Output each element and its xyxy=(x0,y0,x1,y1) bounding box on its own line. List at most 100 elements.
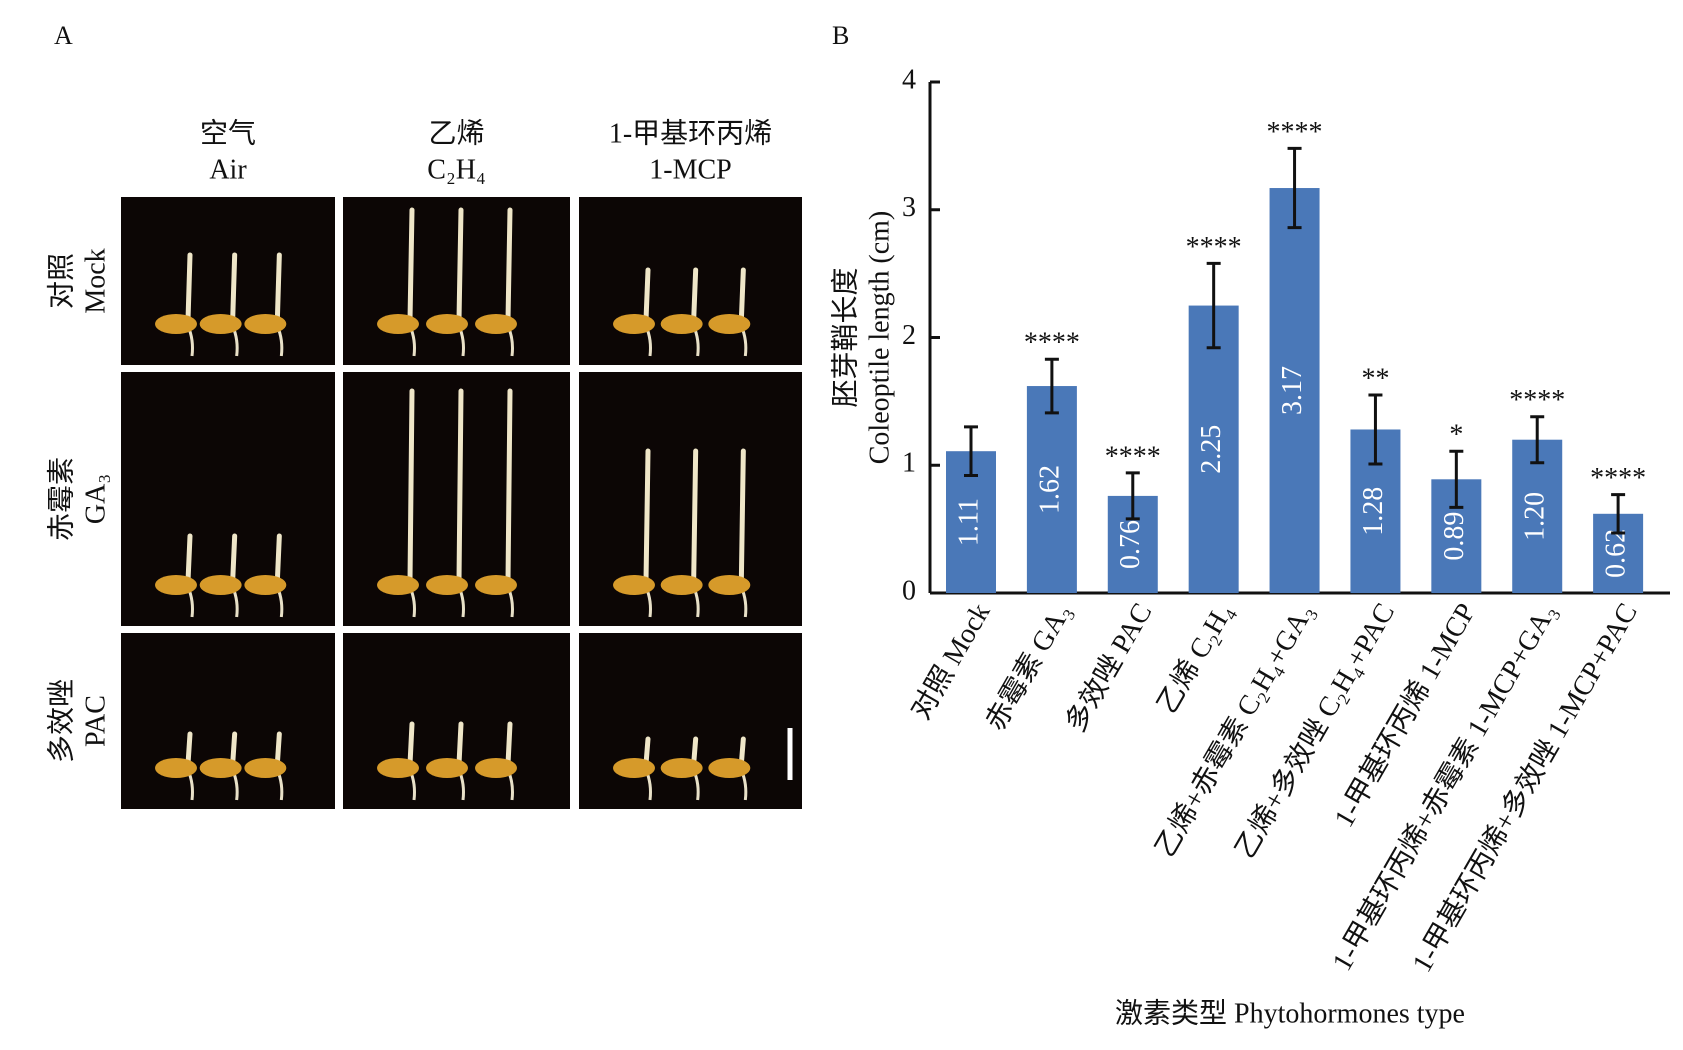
shoot xyxy=(738,448,746,584)
seed xyxy=(199,758,242,778)
seed xyxy=(660,314,703,334)
seed xyxy=(426,575,468,595)
shoot xyxy=(274,533,282,584)
error-bar xyxy=(1368,393,1383,466)
value-label: 0.62 xyxy=(1601,529,1632,578)
shoot xyxy=(274,731,282,767)
significance: **** xyxy=(1509,385,1565,416)
photo xyxy=(343,197,570,365)
bar xyxy=(1512,439,1563,593)
seed xyxy=(199,575,242,595)
significance: **** xyxy=(1267,117,1323,148)
shoot xyxy=(274,252,282,323)
column-header: 1-MCP xyxy=(649,154,731,185)
significance: **** xyxy=(1024,328,1080,359)
y-axis-title: 胚芽鞘长度 xyxy=(829,267,861,407)
x-tick-label: 乙烯+多效唑 C₂H₄+PAC xyxy=(1229,598,1401,864)
significance: **** xyxy=(1590,463,1646,494)
shoot xyxy=(185,533,193,584)
photo xyxy=(579,197,802,365)
seed xyxy=(155,758,197,778)
x-tick-label: 对照 Mock xyxy=(905,598,997,725)
seed xyxy=(199,314,242,334)
x-tick-label: 1-甲基环丙烯 1-MCP xyxy=(1328,598,1482,833)
significance: **** xyxy=(1105,441,1161,472)
value-label: 3.17 xyxy=(1277,366,1308,415)
x-axis-title: 激素类型 Phytohormones type xyxy=(1115,997,1465,1029)
seed xyxy=(475,758,517,778)
value-label: 1.11 xyxy=(953,498,984,546)
photo xyxy=(579,633,802,809)
shoot xyxy=(230,731,238,767)
shoot xyxy=(738,267,746,323)
bar-chart: 0 1 2 3 4 胚芽鞘长度 Coleoptile length (cm) 激素类型 Phy… xyxy=(829,64,1670,1029)
significance: **** xyxy=(1186,232,1242,263)
seed xyxy=(708,314,751,334)
shoot xyxy=(691,736,699,767)
photo xyxy=(343,633,570,809)
shoot xyxy=(643,736,651,767)
panel-label: A xyxy=(54,21,73,50)
value-label: 1.20 xyxy=(1520,492,1551,541)
shoot xyxy=(407,721,415,767)
value-label: 0.76 xyxy=(1115,520,1146,569)
error-bar xyxy=(1530,415,1545,465)
error-bar xyxy=(964,425,978,477)
shoot xyxy=(456,207,464,323)
shoot xyxy=(643,267,651,323)
shoot xyxy=(738,736,746,767)
seed xyxy=(155,575,197,595)
y-tick-label: 0 xyxy=(902,575,916,606)
seed xyxy=(708,758,751,778)
value-label: 1.62 xyxy=(1034,465,1065,514)
bar xyxy=(1269,188,1320,593)
row-header: Mock xyxy=(80,248,111,313)
shoot xyxy=(691,267,699,323)
y-tick-label: 4 xyxy=(902,64,916,95)
shoot xyxy=(456,388,464,584)
value-label: 1.28 xyxy=(1358,487,1389,536)
y-tick-label: 2 xyxy=(902,320,916,351)
column-header: C₂H₄ xyxy=(427,154,485,185)
photo xyxy=(121,633,335,809)
y-tick-label: 1 xyxy=(902,448,916,479)
significance: ** xyxy=(1361,363,1389,394)
row-header: 多效唑 xyxy=(45,679,77,763)
seed xyxy=(244,758,287,778)
seed xyxy=(155,314,197,334)
shoot xyxy=(456,721,464,767)
seed xyxy=(426,758,468,778)
y-tick-label: 3 xyxy=(902,192,916,223)
seed xyxy=(475,575,517,595)
error-bar xyxy=(1206,261,1221,350)
shoot xyxy=(230,252,238,323)
bar xyxy=(1188,305,1239,593)
seed xyxy=(660,758,703,778)
bar xyxy=(1026,386,1077,593)
panel-label: B xyxy=(832,21,849,50)
shoot xyxy=(407,388,415,584)
row-header: PAC xyxy=(80,695,111,747)
shoot xyxy=(185,731,193,767)
photo-grid: 空气 Air 乙烯 C₂H₄ 1-甲基环丙烯 1-MCP 对照 Mock 赤霉素 GA₃ 多效唑 PA… xyxy=(45,117,802,809)
error-bar xyxy=(1125,471,1140,521)
seed xyxy=(377,314,419,334)
x-tick-label: 赤霉素 GA₃ xyxy=(979,598,1077,736)
error-bar xyxy=(1611,493,1626,535)
column-header: 乙烯 xyxy=(428,117,484,149)
seed xyxy=(613,314,655,334)
value-label: 0.89 xyxy=(1439,512,1470,561)
photo xyxy=(121,197,335,365)
value-label: 2.25 xyxy=(1196,425,1227,474)
error-bar xyxy=(1449,449,1464,509)
shoot xyxy=(691,448,699,584)
row-header: GA₃ xyxy=(80,474,111,524)
shoot xyxy=(505,388,513,584)
y-axis-title: Coleoptile length (cm) xyxy=(864,211,895,465)
error-bar xyxy=(1044,357,1059,415)
shoot xyxy=(643,448,651,584)
row-header: 对照 xyxy=(45,253,77,309)
significance: * xyxy=(1449,420,1463,451)
column-header: 空气 xyxy=(200,117,256,149)
